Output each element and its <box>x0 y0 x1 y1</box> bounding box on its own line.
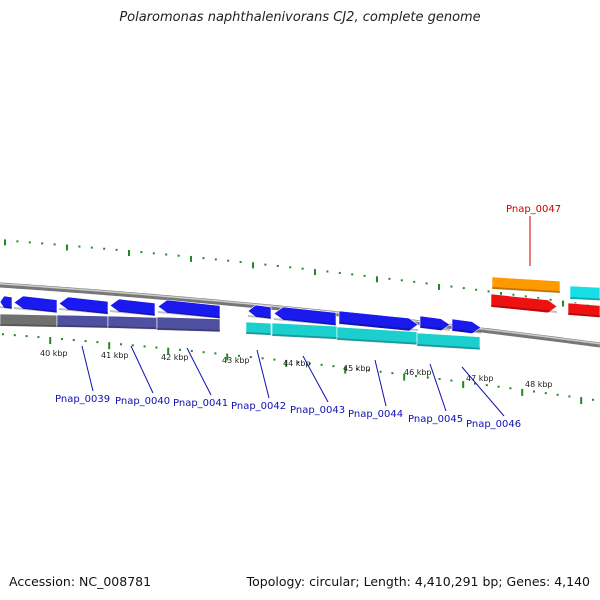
scale-label: 43 kbp <box>222 356 250 365</box>
scale-label: 44 kbp <box>283 359 311 368</box>
gene-cyan-right <box>569 285 600 301</box>
gene-leader-line <box>186 347 212 396</box>
gene-forward <box>157 299 221 319</box>
gene-label-pnap_0044: Pnap_0044 <box>348 409 403 420</box>
gene-reverse-shade <box>0 324 57 328</box>
gene-forward-shade <box>274 318 336 326</box>
gene-cyan-shade <box>417 344 480 350</box>
gene-label-pnap_0047: Pnap_0047 <box>506 204 561 215</box>
gene-cyan-shade <box>272 334 337 340</box>
gene-forward-shade <box>158 311 220 319</box>
gene-cyan-right-shade <box>570 297 600 301</box>
gene-forward-shade <box>0 306 12 310</box>
gene-reverse <box>156 316 221 333</box>
gene-reverse-shade <box>57 325 108 329</box>
gene-label-pnap_0046: Pnap_0046 <box>466 419 521 430</box>
gene-forward <box>338 310 419 332</box>
gene-leader-line <box>461 366 505 417</box>
scale-label: 42 kbp <box>161 353 189 362</box>
gene-forward-shade <box>110 310 155 317</box>
gene-reverse-shade <box>108 326 157 330</box>
gene-forward <box>13 295 58 314</box>
gene-leader-line <box>130 345 154 394</box>
accession-text: Accession: NC_008781 <box>9 574 152 589</box>
gene-forward <box>419 315 451 332</box>
gene-forward-shade <box>452 329 481 334</box>
gene-label-pnap_0045: Pnap_0045 <box>408 414 463 425</box>
gene-cyan-shade <box>246 332 271 336</box>
gene-leader-line <box>429 363 447 412</box>
gene-pnap-0047 <box>491 276 561 294</box>
gene-red <box>490 293 558 314</box>
gene-pnap-0047-shade <box>492 287 560 294</box>
scale-label: 41 kbp <box>101 351 129 360</box>
gene-cyan <box>416 332 481 351</box>
gene-label-pnap_0042: Pnap_0042 <box>231 401 286 412</box>
scale-label: 47 kbp <box>466 374 494 383</box>
gene-red-shade <box>568 313 600 318</box>
gene-forward <box>58 296 109 315</box>
gene-forward <box>247 304 272 320</box>
gene-red <box>567 302 600 318</box>
map-title: Polaromonas naphthalenivorans CJ2, compl… <box>119 10 481 25</box>
scale-label: 46 kbp <box>404 368 432 377</box>
gene-red-shade <box>491 305 557 313</box>
gene-forward-shade <box>14 307 57 313</box>
gene-reverse-shade <box>157 328 220 332</box>
gene-forward <box>451 318 482 334</box>
scale-label: 45 kbp <box>343 364 371 373</box>
gene-forward-shade <box>59 308 108 315</box>
gene-forward <box>109 298 156 317</box>
gene-cyan-shade <box>337 338 417 345</box>
gene-forward <box>273 306 337 326</box>
gene-label-pnap_0039: Pnap_0039 <box>55 394 110 405</box>
scale-label: 48 kbp <box>525 380 553 389</box>
gene-leader-line <box>374 359 387 407</box>
gene-forward-shade <box>420 326 450 331</box>
gene-leader-line <box>81 345 94 392</box>
gene-cyan <box>245 321 272 336</box>
gene-forward <box>0 295 13 310</box>
gene-leader-line <box>256 349 270 399</box>
gene-label-pnap_0040: Pnap_0040 <box>115 396 170 407</box>
gene-leader-line <box>302 355 329 403</box>
gene-label-pnap_0043: Pnap_0043 <box>290 405 345 416</box>
gene-forward-shade <box>339 322 418 332</box>
scale-label: 40 kbp <box>40 349 68 358</box>
topology-summary: Topology: circular; Length: 4,410,291 bp… <box>246 574 590 589</box>
gene-label-pnap_0041: Pnap_0041 <box>173 398 228 409</box>
gene-forward-shade <box>248 315 271 320</box>
